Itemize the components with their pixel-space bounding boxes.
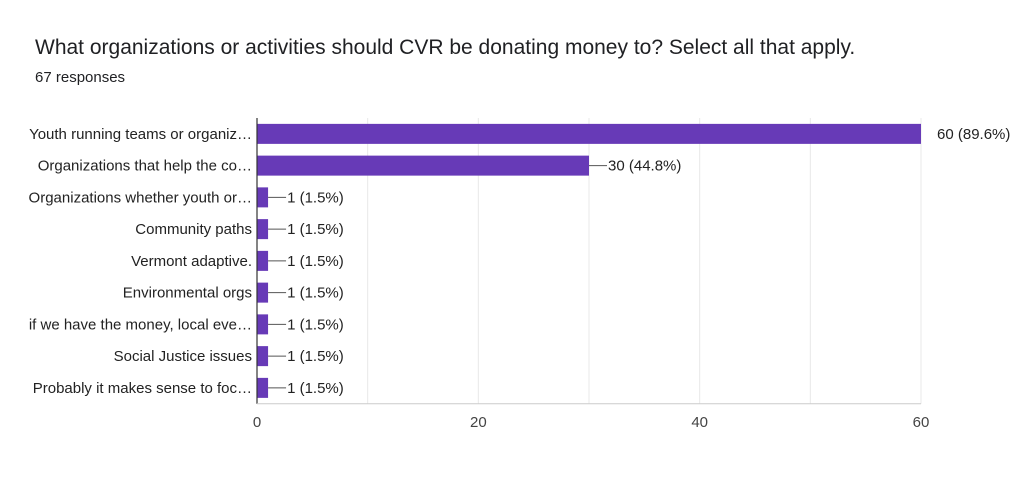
bar xyxy=(257,282,269,303)
data-label: 1 (1.5%) xyxy=(287,221,344,238)
bar xyxy=(257,314,269,335)
data-label: 1 (1.5%) xyxy=(287,316,344,333)
x-tick-label: 20 xyxy=(470,414,487,431)
category-label: Social Justice issues xyxy=(114,348,252,365)
data-label: 1 (1.5%) xyxy=(287,285,344,302)
category-label: Probably it makes sense to foc… xyxy=(33,380,252,397)
category-label: Youth running teams or organiz… xyxy=(29,126,252,143)
category-label: Community paths xyxy=(135,221,252,238)
category-label: if we have the money, local eve… xyxy=(29,316,252,333)
bar xyxy=(257,377,269,398)
bar xyxy=(257,187,269,208)
category-label: Environmental orgs xyxy=(123,285,252,302)
data-label: 1 (1.5%) xyxy=(287,348,344,365)
bar xyxy=(257,123,921,144)
category-label: Organizations whether youth or… xyxy=(29,189,252,206)
bar xyxy=(257,219,269,240)
category-label: Vermont adaptive. xyxy=(131,253,252,270)
data-label: 1 (1.5%) xyxy=(287,380,344,397)
response-count: 67 responses xyxy=(35,69,126,86)
x-tick-label: 40 xyxy=(691,414,708,431)
bar xyxy=(257,250,269,271)
data-label: 60 (89.6%) xyxy=(937,126,1010,143)
data-label: 1 (1.5%) xyxy=(287,189,344,206)
data-label: 30 (44.8%) xyxy=(608,158,681,175)
x-tick-label: 60 xyxy=(913,414,930,431)
data-label: 1 (1.5%) xyxy=(287,253,344,270)
category-label: Organizations that help the co… xyxy=(38,158,252,175)
chart-title: What organizations or activities should … xyxy=(35,36,856,59)
x-tick-label: 0 xyxy=(253,414,261,431)
bar xyxy=(257,346,269,367)
bar xyxy=(257,155,589,176)
